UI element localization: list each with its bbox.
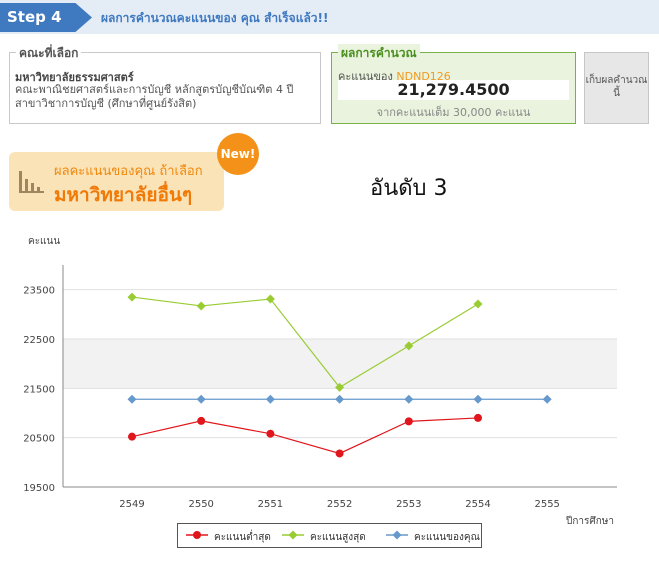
data-point [127, 292, 137, 302]
data-point [196, 301, 206, 311]
legend-marker [186, 531, 208, 539]
data-point [404, 417, 413, 426]
data-point [265, 294, 275, 304]
chart-legend: คะแนนต่ำสุด คะแนนสูงสุด คะแนนของคุณ [177, 523, 482, 548]
full-score-text: จากคะแนนเต็ม 30,000 คะแนน [376, 106, 531, 119]
step-tag: Step 4 [0, 3, 92, 32]
data-point [404, 341, 414, 351]
data-point [265, 394, 275, 404]
y-tick-label: 23500 [23, 286, 55, 297]
x-tick-label: 2550 [188, 499, 213, 510]
result-panel: ผลการคำนวณ คะแนนของ NDND126 21,279.4500 … [331, 44, 576, 124]
banner-line1: ผลคะแนนของคุณ ถ้าเลือก [54, 164, 203, 179]
step-title: ผลการคำนวณคะแนนของ คุณ สำเร็จแล้ว!! [101, 11, 329, 25]
legend-label: คะแนนของคุณ [414, 532, 480, 543]
x-tick-label: 2555 [534, 499, 559, 510]
banner-line2: มหาวิทยาลัยอื่นๆ [54, 184, 193, 206]
data-point [473, 299, 483, 309]
y-tick-label: 22500 [23, 335, 55, 346]
legend-label: คะแนนสูงสุด [310, 532, 366, 543]
bar-chart-icon [19, 171, 44, 193]
x-tick-label: 2549 [119, 499, 144, 510]
data-point [335, 449, 344, 458]
y-tick-label: 21500 [23, 384, 55, 395]
x-tick-label: 2554 [465, 499, 490, 510]
data-point [335, 394, 345, 404]
data-point [196, 394, 206, 404]
series-line-0 [131, 417, 479, 455]
x-tick-label: 2552 [327, 499, 352, 510]
data-point [128, 432, 136, 441]
program-name: คณะพาณิชยศาสตร์และการบัญชี หลักสูตรบัญชี… [15, 83, 294, 110]
data-point [335, 382, 345, 392]
series-line-1 [131, 296, 479, 389]
legend-marker [282, 530, 304, 540]
legend-label: คะแนนต่ำสุด [214, 532, 271, 543]
data-point [473, 394, 483, 404]
university-name: มหาวิทยาลัยธรรมศาสตร์ [15, 71, 134, 84]
data-point [474, 413, 482, 422]
score-value: 21,279.4500 [338, 80, 569, 100]
data-point [197, 416, 206, 425]
x-tick-label: 2551 [258, 499, 283, 510]
y-tick-label: 19500 [23, 483, 55, 494]
score-label-text: คะแนนของ [338, 70, 393, 83]
save-result-label: เก็บผลคำนวณนี้ [585, 75, 648, 99]
grid-band-top [63, 265, 617, 290]
selected-legend: คณะที่เลือก [16, 44, 82, 63]
x-axis-label: ปีการศึกษา [566, 516, 614, 527]
step-header: Step 4 ผลการคำนวณคะแนนของ คุณ สำเร็จแล้ว… [0, 0, 659, 34]
data-point [542, 394, 552, 404]
save-result-button[interactable]: เก็บผลคำนวณนี้ [584, 52, 649, 124]
new-badge: New! [217, 133, 259, 175]
y-tick-label: 20500 [23, 434, 55, 445]
selected-program-panel: คณะที่เลือก มหาวิทยาลัยธรรมศาสตร์ คณะพาณ… [9, 44, 321, 124]
data-point [127, 394, 137, 404]
y-axis-label: คะแนน [28, 236, 61, 247]
grid-band [63, 339, 617, 389]
score-label: คะแนนของ NDND126 [338, 67, 451, 85]
data-point [404, 394, 414, 404]
data-point [266, 429, 275, 438]
legend-marker [386, 530, 408, 540]
other-universities-banner[interactable]: ผลคะแนนของคุณ ถ้าเลือก มหาวิทยาลัยอื่นๆ [9, 152, 224, 211]
rank-text: อันดับ 3 [370, 176, 448, 201]
user-code: NDND126 [396, 70, 451, 83]
x-tick-label: 2553 [396, 499, 421, 510]
result-legend: ผลการคำนวณ [338, 44, 420, 63]
